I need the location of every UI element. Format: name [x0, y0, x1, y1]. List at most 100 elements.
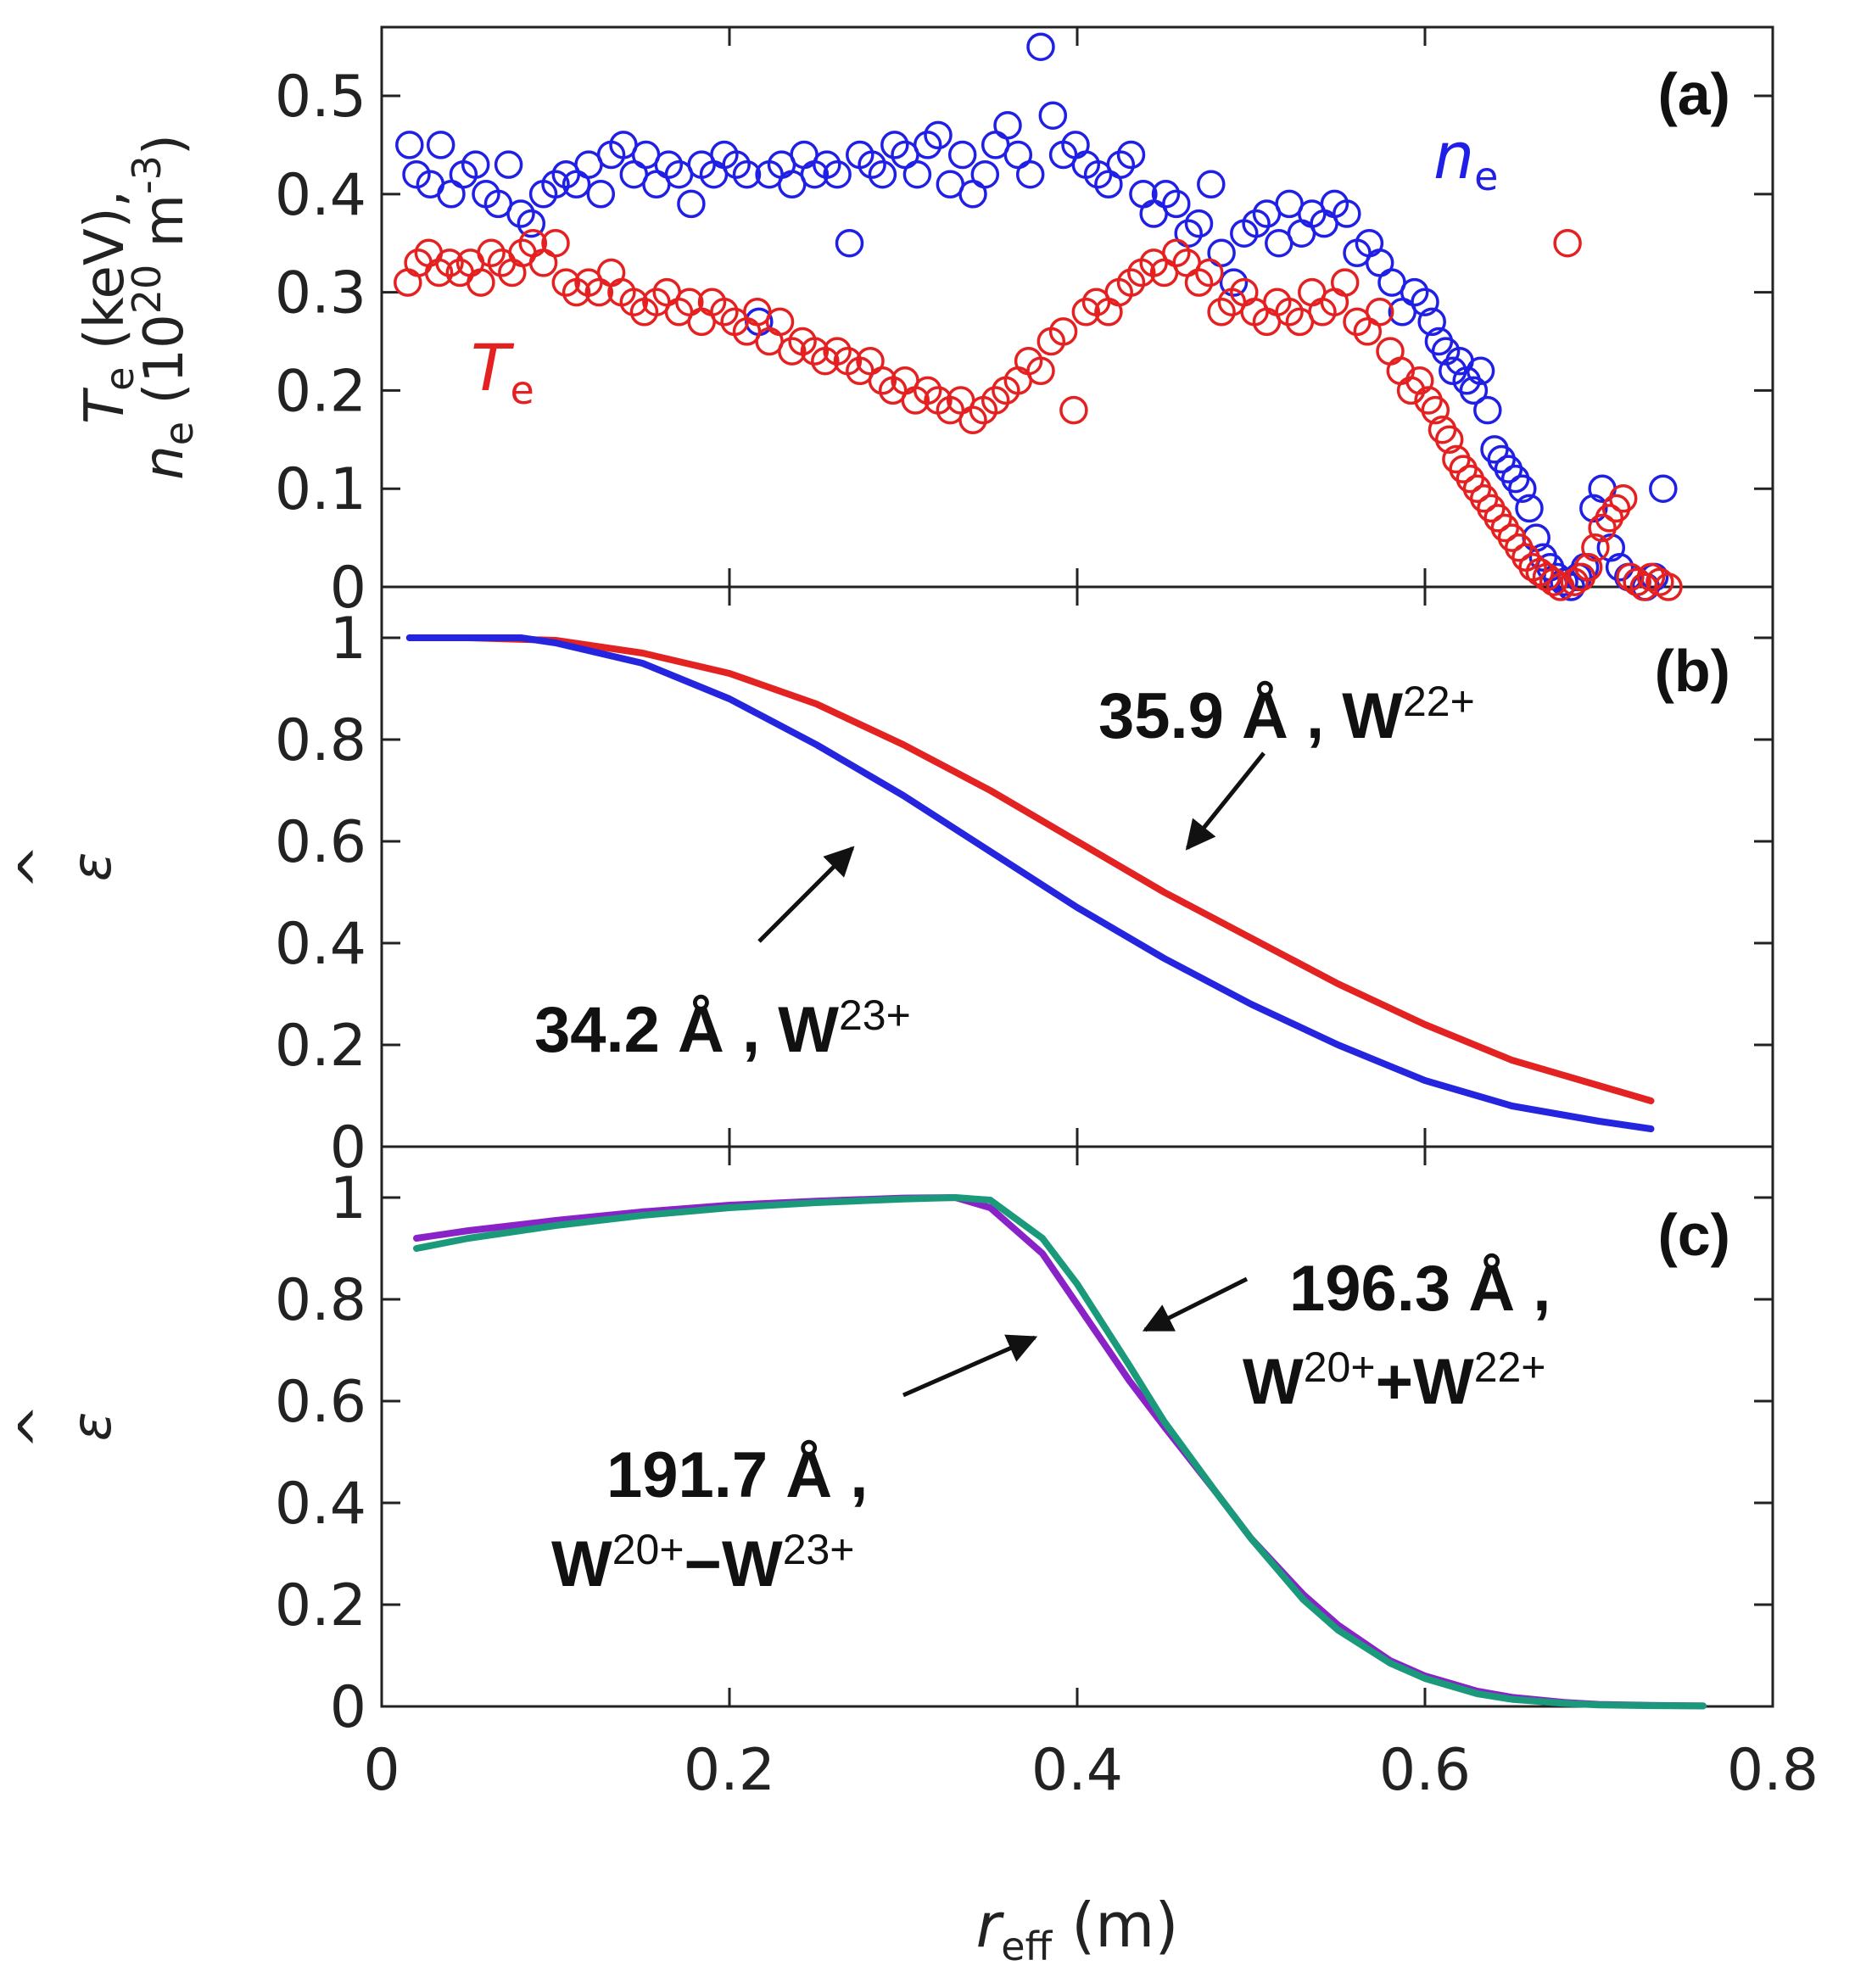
- ne-point: [1596, 533, 1626, 562]
- ne-point: [1515, 494, 1544, 523]
- ne-point: [1466, 356, 1495, 386]
- te-point: [823, 337, 852, 366]
- ne-point: [1162, 189, 1191, 219]
- annotation-196-3-ions: W20++W22+: [1243, 1343, 1546, 1418]
- te-point: [498, 258, 527, 288]
- te-point: [1207, 298, 1236, 327]
- te-point: [1048, 317, 1078, 346]
- ne-point: [913, 131, 942, 159]
- panel-a-label: (a): [1657, 61, 1730, 127]
- te-point: [1026, 356, 1055, 386]
- ne-point: [1400, 277, 1429, 307]
- te-point: [1405, 366, 1434, 395]
- ne-point: [1219, 268, 1249, 297]
- panel-a-ytick-label-3: 0.3: [275, 260, 366, 327]
- ne-point: [494, 150, 523, 179]
- te-point: [778, 337, 807, 366]
- ne-point: [517, 209, 546, 238]
- ne-point: [395, 131, 424, 159]
- ne-point: [461, 150, 490, 179]
- ne-point: [993, 111, 1022, 140]
- te-point: [765, 307, 795, 337]
- panel-a-frame: [380, 25, 1774, 589]
- panel-b-ytick-label-4: 0.8: [275, 707, 366, 774]
- ne-point: [426, 131, 455, 159]
- panel-c-ylabel-text: ε: [61, 1412, 124, 1442]
- ne-point: [947, 140, 977, 170]
- te-point: [1376, 337, 1405, 366]
- panel-a-ytick-label-0: 0: [330, 555, 366, 622]
- panel-b-label: (b): [1655, 638, 1730, 704]
- te-point: [1184, 268, 1214, 297]
- x-tick-label-3: 0.6: [1379, 1737, 1471, 1804]
- panel-c-ylabel-hat: ^: [8, 1404, 71, 1449]
- te-point: [710, 298, 739, 327]
- ne-point: [1038, 101, 1068, 130]
- ne-point: [858, 150, 886, 179]
- te-point: [1539, 567, 1568, 596]
- ne-point: [924, 120, 953, 150]
- x-tick-label-1: 0.2: [684, 1737, 775, 1804]
- ne-point: [1015, 159, 1045, 189]
- te-point: [1608, 484, 1638, 513]
- panel-c-frame: [380, 1145, 1774, 1708]
- te-point: [913, 376, 942, 405]
- ne-point: [1106, 150, 1136, 179]
- ne-point: [586, 180, 616, 209]
- ne-point: [1579, 494, 1608, 523]
- ne-point: [868, 159, 897, 189]
- panel-c-series-1-line: [413, 1194, 1707, 1710]
- arrow-196-3: [1142, 1276, 1249, 1332]
- panel-a-ylabel-line2: ne (1020 m-3): [124, 134, 202, 480]
- ne-point: [1197, 170, 1226, 199]
- te-point: [1434, 425, 1464, 455]
- ne-point: [835, 228, 864, 258]
- panel-b-ylabel-hat: ^: [8, 844, 71, 890]
- te-point: [958, 405, 987, 434]
- ne-point: [541, 170, 570, 199]
- ne-point: [958, 180, 987, 209]
- ne-point: [437, 180, 466, 209]
- ne-point: [1459, 376, 1489, 405]
- te-point: [1365, 298, 1394, 327]
- ne-point: [1026, 32, 1055, 61]
- panel-a-ytick-label-2: 0.2: [275, 358, 366, 425]
- ne-point: [722, 150, 751, 179]
- ne-point: [1151, 180, 1181, 209]
- te-point: [1581, 533, 1610, 562]
- panel-b-ytick-label-3: 0.6: [275, 809, 366, 876]
- ne-point: [813, 150, 841, 179]
- annotation-191-7: 191.7 Å ,: [606, 1439, 868, 1511]
- panel-a-ytick-label-1: 0.1: [275, 456, 366, 523]
- x-tick-label-0: 0: [363, 1737, 399, 1804]
- ne-point: [1508, 474, 1537, 503]
- te-point: [1071, 298, 1101, 327]
- arrow-191-7: [902, 1334, 1038, 1398]
- te-point: [1654, 572, 1683, 601]
- panel-c-ytick-label-0: 0: [330, 1674, 366, 1741]
- te-point: [551, 268, 581, 297]
- x-tick-label-4: 0.8: [1727, 1737, 1819, 1804]
- annotation-35-9: 35.9 Å , W22+: [1098, 678, 1475, 752]
- panel-c-ytick-label-1: 0.2: [275, 1572, 366, 1639]
- te-point: [424, 258, 454, 288]
- panel-b-series-1-line: [405, 634, 1655, 1132]
- panel-c-ytick-label-3: 0.6: [275, 1369, 366, 1436]
- panel-b-series-0-line: [405, 634, 1655, 1104]
- te-point: [477, 238, 506, 268]
- annotation-196-3: 196.3 Å ,: [1289, 1253, 1550, 1325]
- ne-point: [1550, 567, 1578, 596]
- te-point: [596, 258, 626, 288]
- panel-b-ytick-label-2: 0.4: [275, 911, 366, 978]
- ne-point: [1184, 209, 1214, 238]
- te-point: [467, 268, 495, 297]
- arrow-35-9: [1185, 751, 1266, 851]
- te-point: [1421, 395, 1450, 425]
- te-point: [1275, 298, 1304, 327]
- ne-point: [506, 199, 535, 228]
- ne-point: [1649, 474, 1678, 503]
- panel-b-ytick-label-5: 1: [330, 606, 366, 673]
- te-point: [1396, 376, 1426, 405]
- annotation-34-2: 34.2 Å , W23+: [534, 991, 911, 1066]
